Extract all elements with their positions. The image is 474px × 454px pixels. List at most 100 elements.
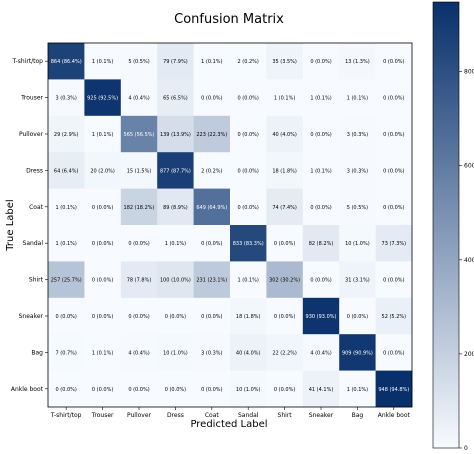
cell-value-label: 5 (0.5%)	[347, 205, 368, 211]
heatmap-cell-t-shirt-top-pullover	[120, 43, 158, 80]
heatmap-cell-coat-trouser	[84, 188, 122, 226]
heatmap-cell-sneaker-pullover	[120, 297, 158, 335]
cell-value-label: 0 (0.0%)	[238, 132, 259, 138]
cell-value-label: 1 (0.1%)	[56, 241, 77, 247]
heatmap-cell-bag-pullover	[120, 334, 158, 371]
cell-value-label: 0 (0.0%)	[274, 314, 295, 320]
heatmap-cell-bag-t-shirt-top	[48, 334, 85, 371]
heatmap-cell-sneaker-coat	[193, 297, 231, 335]
cell-value-label: 0 (0.0%)	[201, 314, 222, 320]
cell-value-label: 0 (0.0%)	[128, 314, 149, 320]
cell-value-label: 257 (25.7%)	[51, 278, 82, 284]
cell-value-label: 0 (0.0%)	[165, 314, 186, 320]
cell-value-label: 15 (1.5%)	[127, 168, 152, 174]
heatmap-cell-sandal-coat	[193, 225, 231, 262]
cell-value-label: 82 (8.2%)	[309, 241, 334, 247]
heatmap-cell-trouser-ankle-boot	[375, 79, 413, 117]
x-tick-label-coat: Coat	[205, 412, 220, 419]
cell-value-label: 74 (7.4%)	[272, 205, 297, 211]
y-tick-label-shirt: Shirt	[29, 277, 44, 284]
cell-value-label: 833 (83.3%)	[233, 241, 264, 247]
heatmap-cell-t-shirt-top-trouser	[84, 43, 122, 80]
cell-value-label: 1 (0.1%)	[92, 59, 113, 65]
x-tick-label-shirt: Shirt	[278, 412, 293, 419]
heatmap-cell-ankle-boot-shirt	[266, 370, 304, 408]
x-tick-label-dress: Dress	[167, 412, 184, 419]
cell-value-label: 0 (0.0%)	[238, 205, 259, 211]
cell-value-label: 35 (3.5%)	[272, 59, 297, 65]
heatmap-cell-bag-coat	[193, 334, 231, 371]
heatmap-cell-ankle-boot-t-shirt-top	[48, 370, 85, 408]
cell-value-label: 79 (7.9%)	[163, 59, 188, 65]
cell-value-label: 52 (5.2%)	[382, 314, 407, 320]
chart-title: Confusion Matrix	[174, 12, 284, 27]
cell-value-label: 18 (1.8%)	[236, 314, 261, 320]
heatmap-cell-pullover-pullover	[120, 115, 158, 153]
x-ticks: T-shirt/top Trouser Pullover Dress Coat Sanda…	[50, 407, 411, 419]
cell-value-label: 31 (3.1%)	[345, 278, 370, 284]
cell-value-label: 0 (0.0%)	[383, 59, 404, 65]
cell-value-label: 1 (0.1%)	[310, 96, 331, 102]
heatmap-cell-t-shirt-top-sneaker	[302, 43, 340, 80]
cell-value-label: 0 (0.0%)	[383, 278, 404, 284]
cell-value-label: 0 (0.0%)	[92, 314, 113, 320]
cell-value-label: 1 (0.1%)	[310, 168, 331, 174]
cell-value-label: 78 (7.8%)	[127, 278, 152, 284]
y-tick-label-dress: Dress	[26, 167, 43, 174]
cell-value-label: 4 (0.4%)	[310, 350, 331, 356]
heatmap-cell-sneaker-t-shirt-top	[48, 297, 85, 335]
heatmap-cell-bag-shirt	[266, 334, 304, 371]
heatmap-cell-shirt-trouser	[84, 261, 122, 299]
heatmap-cell-sandal-ankle-boot	[375, 225, 413, 262]
heatmap-cell-shirt-t-shirt-top	[48, 261, 85, 299]
heatmap-cell-pullover-shirt	[266, 115, 304, 153]
heatmap-cell-pullover-sneaker	[302, 115, 340, 153]
heatmap-cell-pullover-ankle-boot	[375, 115, 413, 153]
cell-value-label: 3 (0.3%)	[347, 132, 368, 138]
cell-value-label: 40 (4.0%)	[236, 350, 261, 356]
cell-value-label: 40 (4.0%)	[272, 132, 297, 138]
heatmap-cell-dress-sandal	[230, 152, 267, 189]
cell-value-label: 231 (23.1%)	[196, 278, 227, 284]
cell-value-label: 223 (22.3%)	[196, 132, 227, 138]
y-tick-label-sneaker: Sneaker	[19, 313, 44, 320]
cell-value-label: 1 (0.1%)	[56, 205, 77, 211]
heatmap-cell-dress-ankle-boot	[375, 152, 413, 189]
y-ticks: T-shirt/top Trouser Pullover Dress Coat Sanda…	[11, 58, 48, 393]
heatmap-cell-ankle-boot-pullover	[120, 370, 158, 408]
cell-value-label: 4 (0.4%)	[128, 350, 149, 356]
cell-value-label: 0 (0.0%)	[383, 205, 404, 211]
heatmap-cell-t-shirt-top-sandal	[230, 43, 267, 80]
cell-value-label: 100 (10.0%)	[160, 278, 191, 284]
cell-value-label: 0 (0.0%)	[128, 387, 149, 393]
heatmap-cell-dress-bag	[339, 152, 376, 189]
cell-value-label: 0 (0.0%)	[238, 96, 259, 102]
cell-value-label: 930 (93.0%)	[306, 314, 337, 320]
heatmap-cell-coat-shirt	[266, 188, 304, 226]
heatmap-cell-shirt-coat	[193, 261, 231, 299]
cell-value-label: 0 (0.0%)	[56, 387, 77, 393]
cell-value-label: 1 (0.1%)	[238, 278, 259, 284]
heatmap-cell-t-shirt-top-dress	[157, 43, 194, 80]
cell-value-label: 565 (56.5%)	[124, 132, 155, 138]
y-tick-label-bag: Bag	[31, 349, 43, 356]
cell-value-label: 29 (2.9%)	[54, 132, 79, 138]
y-tick-label-trouser: Trouser	[20, 95, 43, 102]
heatmap-cell-bag-bag	[339, 334, 376, 371]
heatmap-cell-ankle-boot-ankle-boot	[375, 370, 413, 408]
heatmap-cell-dress-dress	[157, 152, 194, 189]
cell-value-label: 13 (1.3%)	[345, 59, 370, 65]
heatmap-cell-t-shirt-top-coat	[193, 43, 231, 80]
cell-value-label: 1 (0.1%)	[347, 387, 368, 393]
cell-value-label: 649 (64.9%)	[196, 205, 227, 211]
cell-value-label: 0 (0.0%)	[92, 205, 113, 211]
cell-value-label: 0 (0.0%)	[56, 314, 77, 320]
heatmap-cell-shirt-ankle-boot	[375, 261, 413, 299]
heatmap-cell-pullover-t-shirt-top	[48, 115, 85, 153]
heatmap-cell-sneaker-sneaker	[302, 297, 340, 335]
heatmap-cell-coat-coat	[193, 188, 231, 226]
cell-value-label: 182 (18.2%)	[124, 205, 155, 211]
cell-value-label: 1 (0.1%)	[347, 96, 368, 102]
heatmap-cell-sneaker-shirt	[266, 297, 304, 335]
heatmap-cell-sneaker-dress	[157, 297, 194, 335]
